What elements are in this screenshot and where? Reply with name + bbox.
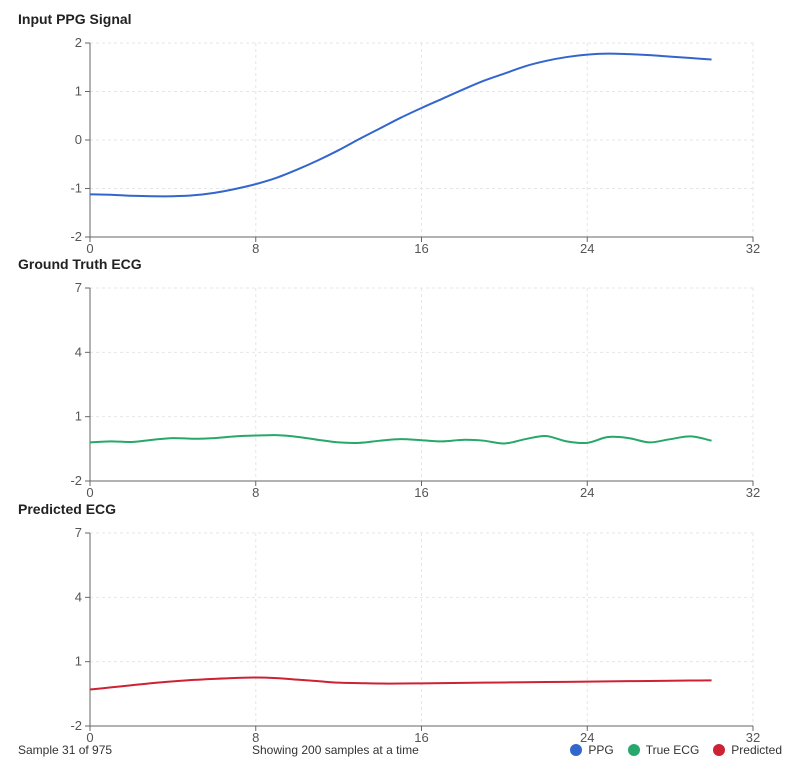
x-tick-label: 16 [414, 485, 428, 500]
x-tick-label: 32 [746, 730, 760, 745]
y-tick-label: -2 [70, 229, 82, 244]
predicted-ecg-chart-title: Predicted ECG [18, 501, 117, 517]
x-tick-label: 32 [746, 485, 760, 500]
y-tick-label: 7 [75, 280, 82, 295]
x-tick-label: 0 [86, 241, 93, 256]
y-tick-label: 1 [75, 84, 82, 99]
legend-item-true-ecg: True ECG [627, 743, 700, 757]
x-tick-label: 8 [252, 485, 259, 500]
legend-dot-icon [627, 744, 640, 756]
y-tick-label: 1 [75, 654, 82, 669]
x-tick-label: 0 [86, 485, 93, 500]
x-tick-label: 24 [580, 730, 594, 745]
samples-window-info: Showing 200 samples at a time [252, 743, 419, 757]
series-line [89, 52, 712, 198]
x-tick-label: 8 [252, 730, 259, 745]
x-tick-label: 24 [580, 485, 594, 500]
legend: PPG True ECG Predicted [570, 743, 782, 757]
x-tick-label: 16 [414, 241, 428, 256]
legend-item-predicted: Predicted [713, 743, 782, 757]
true-ecg-panel: Ground Truth ECG -2 1 4 7 0 8 16 24 32 [18, 256, 760, 500]
y-tick-label: 2 [75, 35, 82, 50]
legend-label: True ECG [645, 743, 700, 757]
series-line [89, 434, 712, 445]
predicted-ecg-panel: Predicted ECG -2 1 4 7 0 8 16 24 32 [18, 501, 760, 745]
y-tick-label: 1 [75, 409, 82, 424]
x-tick-label: 32 [746, 241, 760, 256]
legend-item-ppg: PPG [570, 743, 614, 757]
ppg-chart-title: Input PPG Signal [18, 11, 132, 27]
ppg-panel: Input PPG Signal -2 -1 0 1 2 0 8 16 24 32 [0, 0, 800, 262]
y-tick-label: -2 [70, 718, 82, 733]
sample-counter: Sample 31 of 975 [18, 743, 113, 757]
ppg-chart: -2 -1 0 1 2 0 8 16 24 32 [70, 35, 760, 256]
x-tick-label: 0 [86, 730, 93, 745]
y-tick-label: 7 [75, 525, 82, 540]
y-tick-label: -1 [70, 181, 82, 196]
y-tick-label: 4 [75, 589, 82, 604]
y-tick-label: 0 [75, 132, 82, 147]
y-tick-label: -2 [70, 473, 82, 488]
legend-dot-icon [713, 744, 726, 756]
legend-dot-icon [570, 744, 583, 756]
y-tick-label: 4 [75, 344, 82, 359]
x-tick-label: 16 [414, 730, 428, 745]
legend-label: PPG [588, 743, 614, 757]
true-ecg-chart-title: Ground Truth ECG [18, 256, 142, 272]
legend-label: Predicted [731, 743, 782, 757]
footer: Sample 31 of 975 Showing 200 samples at … [0, 743, 800, 763]
x-tick-label: 24 [580, 241, 594, 256]
series-line [89, 676, 712, 691]
x-tick-label: 8 [252, 241, 259, 256]
